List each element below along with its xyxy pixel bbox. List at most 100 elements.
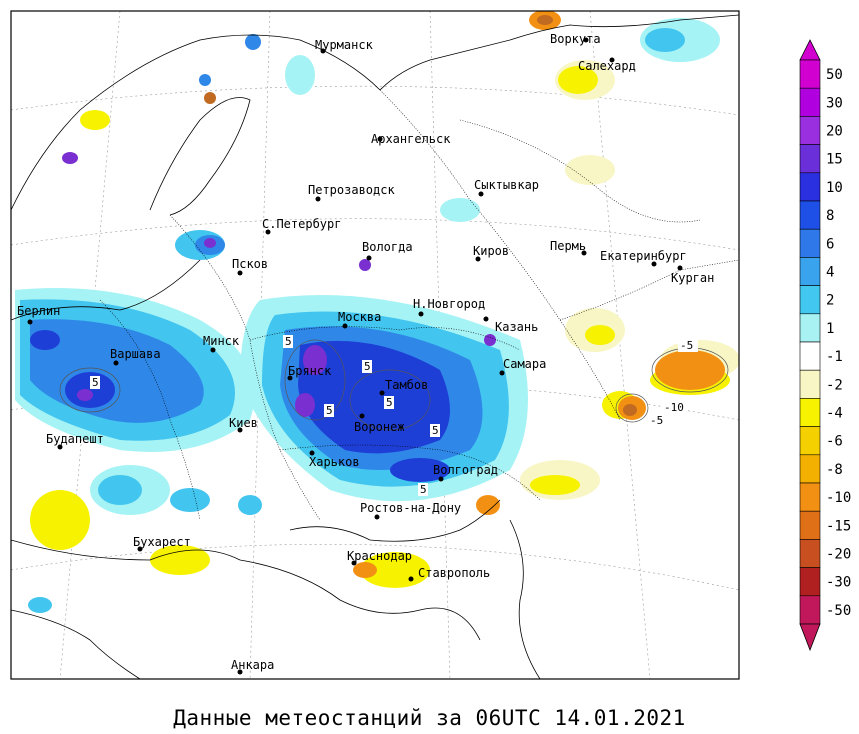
city-tambov[interactable]: Тамбов	[379, 378, 429, 396]
legend-label: 15	[826, 152, 843, 168]
legend-swatch	[799, 510, 821, 540]
city-label: Бухарест	[133, 535, 191, 549]
legend-label: 8	[826, 208, 834, 224]
city-krasnodar[interactable]: Краснодар	[347, 549, 412, 566]
city-label: Варшава	[110, 347, 161, 361]
city-volgograd[interactable]: Волгоград	[433, 463, 498, 482]
legend-top-arrow	[799, 39, 821, 61]
svg-text:5: 5	[285, 335, 292, 348]
legend-label: 2	[826, 293, 834, 309]
legend-label: -10	[826, 490, 851, 506]
city-vorkuta[interactable]: Воркута	[550, 32, 601, 46]
city-syktyvkar[interactable]: Сыктывкар	[474, 178, 539, 197]
legend-swatch	[799, 144, 821, 174]
city-label: Самара	[503, 357, 546, 371]
legend-label: 1	[826, 321, 834, 337]
city-rostov[interactable]: Ростов-на-Дону	[360, 501, 461, 520]
legend-swatch	[799, 228, 821, 258]
city-kurgan[interactable]: Курган	[671, 265, 714, 286]
city-label: Псков	[232, 257, 268, 271]
city-kiev[interactable]: Киев	[229, 416, 258, 433]
legend-swatch	[799, 539, 821, 568]
legend-swatch	[799, 454, 821, 484]
strong-negative-areas	[353, 11, 725, 578]
svg-text:-5: -5	[650, 414, 663, 427]
city-st-petersburg[interactable]: С.Петербург	[262, 217, 341, 235]
city-label: Мурманск	[315, 38, 374, 52]
city-petrozavodsk[interactable]: Петрозаводск	[308, 183, 395, 202]
city-kharkiv[interactable]: Харьков	[309, 450, 360, 470]
svg-text:5: 5	[420, 483, 427, 496]
city-label: Берлин	[17, 304, 60, 318]
contour-label: 5	[324, 404, 334, 417]
city-label: Минск	[203, 334, 240, 348]
legend-swatch	[799, 341, 821, 371]
legend-swatch	[799, 369, 821, 399]
city-label: Будапешт	[46, 432, 104, 446]
legend-swatch	[799, 398, 821, 427]
very-strong-negative-areas	[204, 15, 637, 416]
city-label: Архангельск	[371, 132, 451, 146]
city-vologda[interactable]: Вологда	[362, 240, 413, 261]
city-ankara[interactable]: Анкара	[231, 658, 274, 675]
map-content	[11, 11, 739, 679]
city-label: Воронеж	[354, 420, 405, 434]
city-salekhard[interactable]: Салехард	[578, 57, 636, 74]
contour-label: 5	[418, 483, 428, 496]
city-pskov[interactable]: Псков	[232, 257, 268, 276]
legend-label: -8	[826, 462, 843, 478]
city-label: Вологда	[362, 240, 413, 254]
svg-text:5: 5	[364, 360, 371, 373]
legend-label: -2	[826, 377, 843, 393]
contour-label: -10	[662, 401, 688, 414]
contour-label: -5	[678, 339, 698, 352]
contour-label: -5	[648, 414, 668, 427]
legend-swatch	[799, 116, 821, 145]
city-perm[interactable]: Пермь	[550, 239, 587, 256]
city-label: Воркута	[550, 32, 601, 46]
legend-label: 20	[826, 124, 843, 140]
legend-swatch	[799, 595, 821, 625]
city-kirov[interactable]: Киров	[473, 244, 509, 262]
city-arkhangelsk[interactable]: Архангельск	[371, 132, 451, 146]
legend-swatch	[799, 313, 821, 343]
borders	[99, 89, 739, 521]
city-label: Петрозаводск	[308, 183, 395, 197]
city-layer: Мурманск Воркута Салехард Архангельск Пе…	[17, 32, 714, 675]
city-label: Н.Новгород	[413, 297, 485, 311]
city-label: Курган	[671, 271, 714, 285]
city-yekaterinburg[interactable]: Екатеринбург	[600, 249, 687, 267]
city-label: Москва	[338, 310, 381, 324]
svg-text:5: 5	[326, 404, 333, 417]
city-bucharest[interactable]: Бухарест	[133, 535, 191, 552]
color-legend: 50 30 20 15 10 8 6 4 2 1 -1 -2 -4 -6 -8 -10 -15 -20 -30 -50	[799, 39, 851, 652]
city-label: Киев	[229, 416, 258, 430]
city-minsk[interactable]: Минск	[203, 334, 240, 353]
city-nizhny-novgorod[interactable]: Н.Новгород	[413, 297, 485, 317]
contour-label: 5	[384, 396, 394, 409]
city-berlin[interactable]: Берлин	[17, 304, 60, 325]
coastlines	[11, 14, 739, 679]
city-stavropol[interactable]: Ставрополь	[408, 566, 491, 582]
legend-bottom-arrow	[799, 623, 821, 652]
city-bryansk[interactable]: Брянск	[287, 364, 333, 381]
svg-text:5: 5	[386, 396, 393, 409]
city-label: Екатеринбург	[600, 249, 687, 263]
svg-text:5: 5	[432, 424, 439, 437]
legend-label: 50	[826, 67, 843, 83]
legend-swatch	[799, 482, 821, 512]
map-frame	[10, 10, 740, 680]
legend-swatch	[799, 285, 821, 315]
city-voronezh[interactable]: Воронеж	[354, 413, 405, 435]
city-label: Ростов-на-Дону	[360, 501, 461, 515]
city-warsaw[interactable]: Варшава	[110, 347, 161, 366]
legend-label: -6	[826, 434, 843, 450]
contour-label: 5	[90, 376, 100, 389]
city-murmansk[interactable]: Мурманск	[315, 38, 374, 54]
city-moscow[interactable]: Москва	[338, 310, 381, 329]
legend-label: 4	[826, 265, 834, 281]
city-samara[interactable]: Самара	[499, 357, 547, 376]
city-budapest[interactable]: Будапешт	[46, 432, 104, 450]
city-label: Салехард	[578, 59, 636, 73]
city-kazan[interactable]: Казань	[483, 316, 539, 335]
